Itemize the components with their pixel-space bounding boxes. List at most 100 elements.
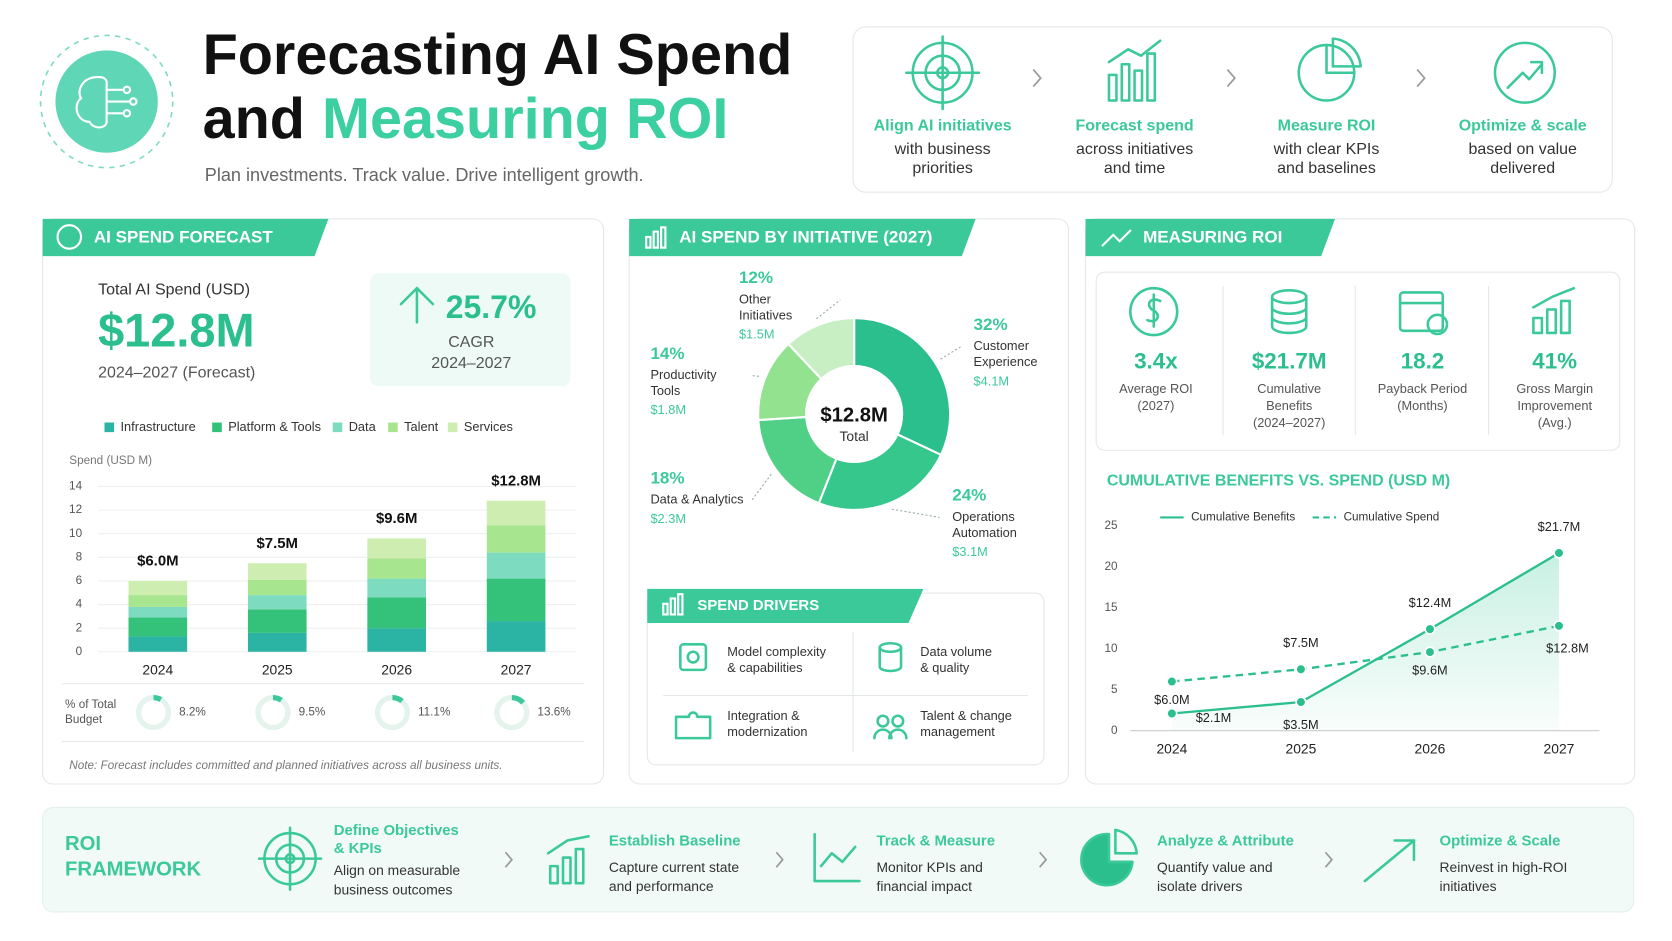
share-ring (374, 694, 411, 731)
framework-title: Establish Baseline (609, 833, 741, 850)
driver-text: Model complexity (727, 644, 826, 659)
framework-text: financial impact (877, 878, 973, 894)
framework-text: and performance (609, 878, 714, 894)
panel-heading: MEASURING ROI (1143, 228, 1282, 247)
legend-swatch (388, 422, 398, 433)
up-arrow (399, 286, 435, 324)
slice-amount: $1.8M (650, 402, 686, 417)
framework-text: isolate drivers (1157, 878, 1243, 894)
x-tick-label: 2025 (262, 662, 293, 678)
kpi-label: (Months) (1397, 398, 1447, 413)
kpi-label: (Avg.) (1538, 415, 1572, 430)
bar-icon (645, 226, 667, 249)
x-tick-label: 2026 (381, 662, 412, 678)
total-label: Total AI Spend (USD) (98, 282, 250, 299)
bar-segment (367, 597, 426, 629)
bar-segment (247, 595, 307, 610)
framework-title: Analyze & Attribute (1157, 833, 1294, 850)
point-label: $7.5M (1283, 635, 1319, 650)
kpi-value: 18.2 (1401, 349, 1445, 374)
framework-text: business outcomes (334, 881, 453, 897)
chart-title: CUMULATIVE BENEFITS VS. SPEND (USD M) (1107, 472, 1450, 489)
y-axis-label: Spend (USD M) (69, 454, 152, 467)
y-tick-label: 10 (1104, 642, 1118, 655)
share-title: % of Total (65, 698, 116, 711)
bar-total-label: $6.0M (137, 553, 178, 570)
slice-amount: $2.3M (650, 511, 686, 526)
bar-segment (247, 579, 307, 596)
framework-text: Align on measurable (334, 862, 461, 878)
x-tick-label: 2026 (1415, 741, 1446, 757)
slice-label: Other (739, 291, 772, 306)
driver-text: Talent & change (920, 708, 1012, 723)
point (1295, 696, 1307, 708)
framework-icons (257, 826, 1416, 891)
leader-line (751, 473, 772, 501)
bar-segment (128, 580, 188, 596)
drivers-icon (662, 593, 684, 616)
slice-label: Data & Analytics (650, 492, 743, 507)
share-label: 9.5% (299, 706, 326, 719)
cagr-label: CAGR (448, 334, 494, 351)
y-tick-label: 8 (76, 550, 83, 563)
slice-percent: 32% (974, 315, 1008, 334)
kpi-label: (2027) (1137, 398, 1174, 413)
point (1424, 623, 1436, 635)
bar-segment (486, 525, 546, 553)
slice-label: Operations (952, 509, 1015, 524)
point (1424, 646, 1436, 658)
framework-heading: FRAMEWORK (65, 859, 201, 881)
slice-amount: $1.5M (739, 326, 775, 341)
leader-line (751, 375, 760, 377)
framework-title: Optimize & Scale (1440, 833, 1561, 850)
step-text: across initiatives (1076, 141, 1193, 158)
step-text: delivered (1490, 160, 1555, 177)
share-label: 11.1% (418, 706, 450, 719)
step-text: priorities (912, 160, 972, 177)
bar-segment (128, 595, 188, 607)
donut-hole (807, 367, 902, 461)
panel-heading: SPEND DRIVERS (697, 597, 819, 614)
step-title: Align AI initiatives (874, 117, 1012, 134)
initiative-tab (629, 218, 976, 257)
legend-label: Data (349, 419, 377, 434)
legend-swatch (104, 422, 115, 433)
driver-text: modernization (727, 724, 807, 739)
x-tick-label: 2024 (1156, 741, 1187, 757)
kpi-label: Cumulative (1257, 381, 1321, 396)
slice-label: Experience (974, 354, 1038, 369)
point-label: $3.5M (1283, 717, 1319, 732)
donut-slice (853, 316, 952, 457)
title: Forecasting AI Spend (203, 23, 793, 87)
y-tick-label: 25 (1104, 519, 1118, 532)
driver-text: management (920, 724, 995, 739)
y-tick-label: 4 (76, 598, 83, 611)
slice-label: Customer (974, 338, 1030, 353)
kpi-label: Gross Margin (1516, 381, 1593, 396)
framework-title: Track & Measure (877, 833, 996, 850)
legend-label: Services (464, 419, 513, 434)
bar-segment (367, 628, 426, 652)
share-ring (494, 694, 530, 731)
kpi-label: Payback Period (1378, 381, 1468, 396)
framework-text: Monitor KPIs and (877, 859, 983, 875)
slice-percent: 18% (650, 469, 684, 488)
kpi-label: Improvement (1517, 398, 1592, 413)
y-tick-label: 0 (1111, 724, 1118, 737)
slice-amount: $4.1M (974, 373, 1010, 388)
slice-label: Automation (952, 525, 1017, 540)
framework-text: Reinvest in high-ROI (1440, 859, 1568, 875)
bar-segment (486, 552, 546, 579)
kpi-label: Average ROI (1119, 381, 1193, 396)
kpi-dividers (1222, 286, 1490, 436)
bar-total-label: $9.6M (376, 510, 417, 527)
note: Note: Forecast includes committed and pl… (69, 759, 502, 772)
step-title: Optimize & scale (1459, 117, 1587, 134)
point (1166, 675, 1178, 688)
slice-label: Tools (650, 383, 680, 398)
panel-heading: AI SPEND BY INITIATIVE (2027) (679, 228, 932, 247)
framework-title: Define Objectives (334, 822, 459, 839)
step-text: with business (894, 141, 991, 158)
point (1553, 620, 1565, 632)
framework-heading: ROI (65, 833, 101, 855)
